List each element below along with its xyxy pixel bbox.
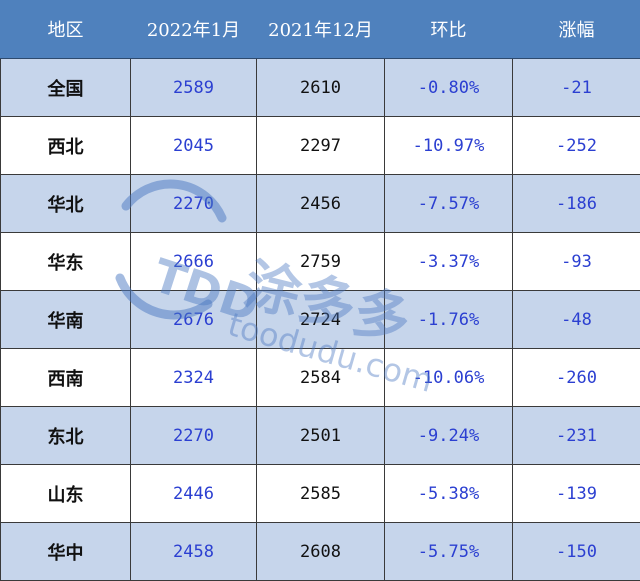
dec-2021-cell: 2585 — [257, 465, 385, 523]
jan-2022-cell: 2458 — [131, 523, 257, 581]
table-row: 东北 2270 2501 -9.24% -231 — [1, 407, 640, 465]
header-jan-2022: 2022年1月 — [131, 0, 257, 59]
dec-2021-cell: 2456 — [257, 175, 385, 233]
change-cell: -260 — [513, 349, 640, 407]
jan-2022-cell: 2045 — [131, 117, 257, 175]
mom-cell: -10.06% — [385, 349, 513, 407]
table-row: 全国 2589 2610 -0.80% -21 — [1, 59, 640, 117]
mom-cell: -10.97% — [385, 117, 513, 175]
header-row: 地区 2022年1月 2021年12月 环比 涨幅 — [1, 0, 640, 59]
jan-2022-cell: 2270 — [131, 407, 257, 465]
dec-2021-cell: 2724 — [257, 291, 385, 349]
jan-2022-cell: 2589 — [131, 59, 257, 117]
change-cell: -48 — [513, 291, 640, 349]
jan-2022-cell: 2270 — [131, 175, 257, 233]
table-row: 山东 2446 2585 -5.38% -139 — [1, 465, 640, 523]
change-cell: -93 — [513, 233, 640, 291]
table-row: 华中 2458 2608 -5.75% -150 — [1, 523, 640, 581]
jan-2022-cell: 2676 — [131, 291, 257, 349]
region-cell: 华北 — [1, 175, 131, 233]
header-dec-2021: 2021年12月 — [257, 0, 385, 59]
dec-2021-cell: 2297 — [257, 117, 385, 175]
mom-cell: -7.57% — [385, 175, 513, 233]
change-cell: -21 — [513, 59, 640, 117]
change-cell: -231 — [513, 407, 640, 465]
table-row: 华东 2666 2759 -3.37% -93 — [1, 233, 640, 291]
jan-2022-cell: 2666 — [131, 233, 257, 291]
jan-2022-cell: 2324 — [131, 349, 257, 407]
region-cell: 西南 — [1, 349, 131, 407]
change-cell: -252 — [513, 117, 640, 175]
table-row: 华南 2676 2724 -1.76% -48 — [1, 291, 640, 349]
table-row: 华北 2270 2456 -7.57% -186 — [1, 175, 640, 233]
change-cell: -150 — [513, 523, 640, 581]
header-region: 地区 — [1, 0, 131, 59]
jan-2022-cell: 2446 — [131, 465, 257, 523]
dec-2021-cell: 2584 — [257, 349, 385, 407]
region-cell: 华南 — [1, 291, 131, 349]
region-cell: 华东 — [1, 233, 131, 291]
dec-2021-cell: 2759 — [257, 233, 385, 291]
dec-2021-cell: 2608 — [257, 523, 385, 581]
table-row: 西北 2045 2297 -10.97% -252 — [1, 117, 640, 175]
mom-cell: -3.37% — [385, 233, 513, 291]
mom-cell: -1.76% — [385, 291, 513, 349]
region-cell: 山东 — [1, 465, 131, 523]
header-change: 涨幅 — [513, 0, 640, 59]
region-cell: 西北 — [1, 117, 131, 175]
region-cell: 全国 — [1, 59, 131, 117]
mom-cell: -5.38% — [385, 465, 513, 523]
table-row: 西南 2324 2584 -10.06% -260 — [1, 349, 640, 407]
mom-cell: -0.80% — [385, 59, 513, 117]
dec-2021-cell: 2501 — [257, 407, 385, 465]
change-cell: -186 — [513, 175, 640, 233]
table-header: 地区 2022年1月 2021年12月 环比 涨幅 — [1, 0, 640, 59]
mom-cell: -5.75% — [385, 523, 513, 581]
dec-2021-cell: 2610 — [257, 59, 385, 117]
table-body: 全国 2589 2610 -0.80% -21 西北 2045 2297 -10… — [1, 59, 640, 581]
region-cell: 华中 — [1, 523, 131, 581]
region-cell: 东北 — [1, 407, 131, 465]
mom-cell: -9.24% — [385, 407, 513, 465]
header-mom: 环比 — [385, 0, 513, 59]
change-cell: -139 — [513, 465, 640, 523]
